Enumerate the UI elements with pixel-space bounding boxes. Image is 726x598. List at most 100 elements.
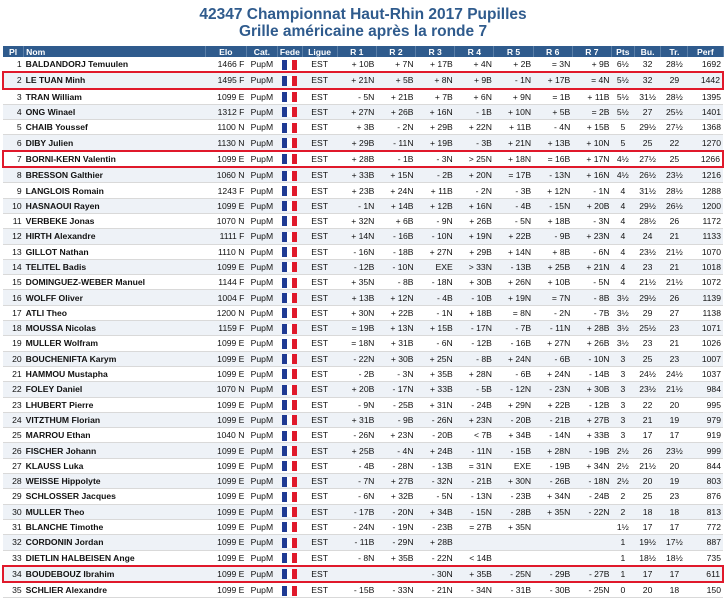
cell-elo: 1099 E [205,519,247,536]
cell-points: 3½ [611,289,635,306]
cell-performance: 1442 [687,71,725,90]
cell-round-2: - 29N [376,534,416,551]
cell-player-name: DIBY Julien [23,134,206,152]
france-flag-icon [282,384,298,395]
cell-performance: 611 [687,564,725,584]
cell-round-6: + 28N [533,442,573,459]
cell-buchholz: 29½ [634,289,661,306]
cell-round-7: + 9B [572,57,612,73]
title-line-2: Grille américaine après la ronde 7 [238,23,488,40]
cell-round-5: - 6B [493,366,534,383]
cell-elo: 1099 E [205,198,247,214]
cell-player-name: KLAUSS Luka [23,458,206,475]
cell-round-4: = 27B [454,519,494,536]
cell-buchholz: 21½ [634,458,661,475]
cell-round-3: + 31N [415,397,455,413]
cell-category: PupM [246,134,278,152]
france-flag-icon [282,154,298,165]
cell-round-4 [454,534,494,551]
cell-category: PupM [246,473,278,490]
cell-truncated: 21½ [660,381,688,398]
cell-elo: 1099 E [205,534,247,551]
table-row: 5 CHAIB Youssef 1100 N PupM EST + 3B - 2N + 29B… [3,119,723,136]
cell-round-1: + 29B [337,134,377,152]
cell-league: EST [302,320,338,337]
cell-round-2: - 18B [376,244,416,260]
cell-round-5: - 13B [493,259,534,276]
cell-points: 3½ [611,305,635,322]
cell-league: EST [302,104,338,121]
cell-league: EST [302,550,338,567]
cell-round-7 [572,534,612,551]
cell-round-3: + 12B [415,198,455,214]
cell-place: 17 [3,305,24,322]
cell-round-6: - 4N [533,119,573,136]
cell-points: 4 [611,228,635,245]
cell-round-5: + 14N [493,244,534,260]
cell-round-4: - 1B [454,104,494,121]
table-row: 11 VERBEKE Jonas 1070 N PupM EST + 32N + 6B - 9… [3,213,723,230]
france-flag-icon [282,415,298,426]
cell-category: PupM [246,427,278,444]
cell-round-2: - 20N [376,504,416,520]
cell-elo: 1243 F [205,182,247,199]
cell-place: 24 [3,412,24,429]
cell-round-4: - 2N [454,182,494,199]
cell-round-6: + 34N [533,488,573,505]
cell-buchholz: 32 [634,71,661,90]
cell-league: EST [302,519,338,536]
table-row: 14 TELITEL Badis 1099 E PupM EST - 12B - 10N EX… [3,259,723,276]
france-flag-icon [282,201,298,212]
cell-round-2: + 6B [376,213,416,230]
cell-federation [277,442,303,459]
cell-round-4: - 21B [454,473,494,490]
cell-truncated: 21½ [660,244,688,260]
table-row: 29 SCHLOSSER Jacques 1099 E PupM EST - 6N + 32… [3,488,723,505]
cell-round-4: - 17N [454,320,494,337]
cell-round-3: - 4B [415,289,455,306]
france-flag-icon [282,292,298,303]
cell-round-5: = 8N [493,305,534,322]
cell-player-name: FISCHER Johann [23,442,206,459]
cell-round-1: - 22N [337,351,377,367]
cell-round-5: + 19N [493,289,534,306]
cell-buchholz: 18 [634,504,661,520]
cell-points: 4½ [611,149,635,169]
cell-round-5: - 5N [493,213,534,230]
cell-performance: 1368 [687,119,723,136]
cell-performance: 999 [687,442,723,459]
cell-performance: 813 [687,504,723,520]
table-row: 18 MOUSSA Nicolas 1159 F PupM EST = 19B + 13N +… [3,320,723,337]
cell-round-1: - 26N [337,427,377,444]
france-flag-icon [282,75,298,86]
cell-category: PupM [246,564,278,584]
cell-player-name: BOUCHENIFTA Karym [23,351,206,367]
cell-round-6: - 6B [533,351,573,367]
cell-category: PupM [246,244,278,260]
cell-round-1: - 24N [337,519,377,536]
cell-points: 3 [611,397,635,413]
cell-buchholz: 29½ [634,198,661,214]
france-flag-icon [282,277,298,288]
cell-player-name: WEISSE Hippolyte [23,473,206,490]
cell-points: 5 [611,134,635,152]
cell-points: 4½ [611,167,635,184]
cell-league: EST [302,213,338,230]
cell-round-7: = 2B [572,104,612,121]
cell-truncated: 20 [660,397,688,413]
cell-round-2: + 35B [376,550,416,567]
cell-round-7: + 33B [572,427,612,444]
cell-round-3: + 11B [415,182,455,199]
cell-truncated: 24½ [660,366,688,383]
cell-elo: 1099 E [205,550,247,567]
cell-player-name: TELITEL Badis [23,259,206,276]
table-header-row: Pl Nom Elo Cat. Fede Ligue R 1 R 2 R 3 R… [3,46,724,57]
cell-round-2: + 32B [376,488,416,505]
cell-round-2: + 22B [376,305,416,322]
cell-round-1: = 18N [337,335,377,352]
cell-elo: 1312 F [205,104,247,121]
cell-category: PupM [246,442,278,459]
cell-federation [277,381,303,398]
table-row: 4 ONG Winael 1312 F PupM EST + 27N + 26B + 16N -… [3,104,723,121]
cell-federation [277,550,303,567]
